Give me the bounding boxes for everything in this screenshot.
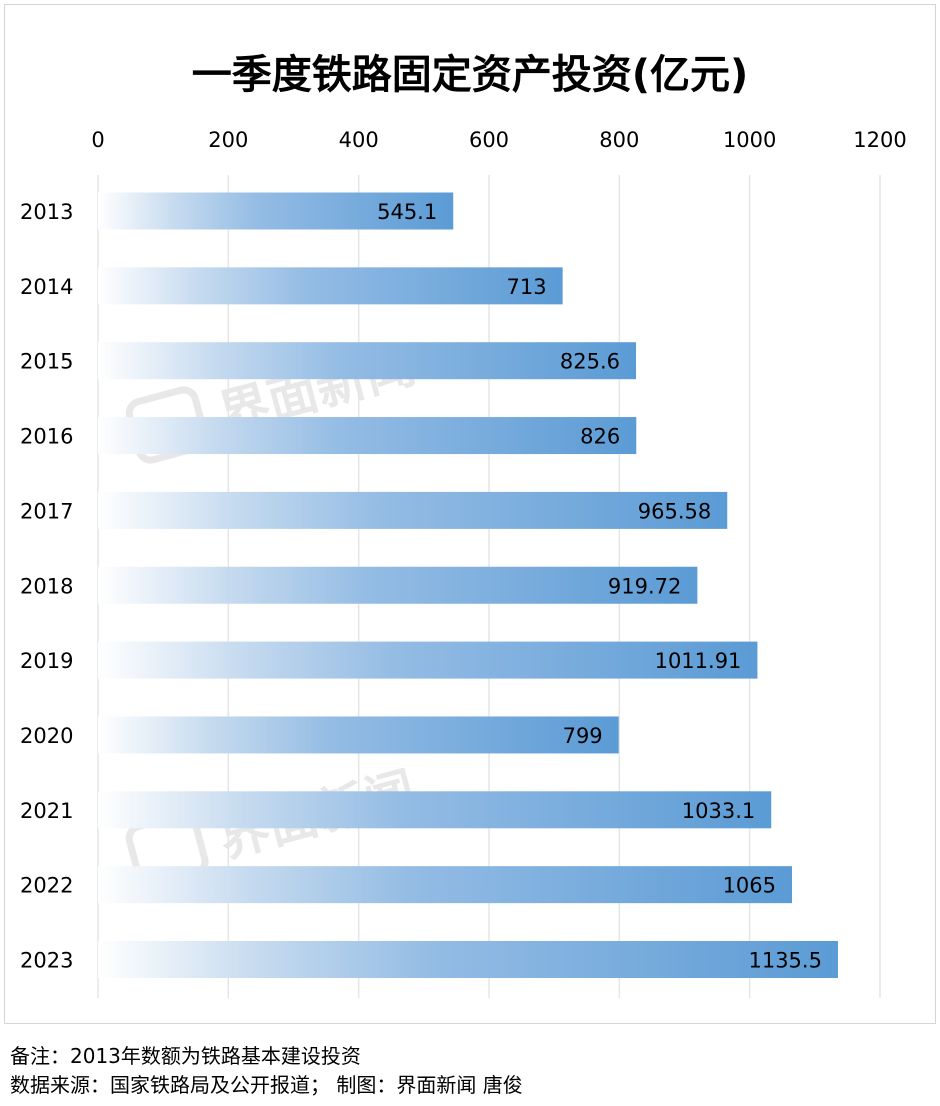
category-label: 2015 xyxy=(20,350,73,374)
data-label: 713 xyxy=(507,275,547,299)
x-axis-ticks: 0 200 400 600 800 1000 1200 xyxy=(91,128,906,152)
x-tick-label: 800 xyxy=(599,128,639,152)
category-label: 2022 xyxy=(20,874,73,898)
bar-chart: 界面新闻 界面新闻 一季度铁路固定资产投资(亿元) 02004006008001… xyxy=(20,52,907,998)
data-label: 919.72 xyxy=(608,574,681,598)
data-label: 1065 xyxy=(723,874,776,898)
chart-title: 一季度铁路固定资产投资(亿元) xyxy=(192,52,749,98)
x-tick-label: 600 xyxy=(469,128,509,152)
chart-frame xyxy=(4,4,936,1024)
category-label: 2023 xyxy=(20,949,73,973)
bars xyxy=(98,192,838,978)
category-label: 2021 xyxy=(20,799,73,823)
source-text: 数据来源：国家铁路局及公开报道； 制图：界面新闻 唐俊 xyxy=(10,1073,523,1097)
bar xyxy=(98,491,728,529)
x-tick-label: 0 xyxy=(91,128,104,152)
category-label: 2017 xyxy=(20,499,73,523)
bar xyxy=(98,566,698,604)
data-label: 545.1 xyxy=(377,200,437,224)
data-labels: 545.1 713 825.6 826 965.58 919.72 1011.91 799 10… xyxy=(377,200,822,973)
category-label: 2016 xyxy=(20,425,73,449)
bar xyxy=(98,267,563,305)
bar xyxy=(98,716,619,754)
data-label: 799 xyxy=(563,724,603,748)
category-label: 2014 xyxy=(20,275,73,299)
note-text: 备注：2013年数额为铁路基本建设投资 xyxy=(10,1044,361,1068)
category-label: 2020 xyxy=(20,724,73,748)
bar xyxy=(98,342,637,380)
data-label: 825.6 xyxy=(560,350,620,374)
data-label: 826 xyxy=(580,425,620,449)
category-label: 2019 xyxy=(20,649,73,673)
bar xyxy=(98,641,758,679)
x-tick-label: 1000 xyxy=(723,128,776,152)
x-tick-label: 1200 xyxy=(853,128,906,152)
bar xyxy=(98,417,637,455)
category-labels: 2013 2014 2015 2016 2017 2018 2019 2020 2021 2022… xyxy=(20,200,73,973)
bar xyxy=(98,866,793,904)
x-tick-label: 200 xyxy=(208,128,248,152)
bar xyxy=(98,192,454,230)
bar xyxy=(98,941,838,978)
category-label: 2013 xyxy=(20,200,73,224)
data-label: 1135.5 xyxy=(748,949,821,973)
data-label: 965.58 xyxy=(638,499,711,523)
data-label: 1033.1 xyxy=(682,799,755,823)
data-label: 1011.91 xyxy=(655,649,742,673)
bar xyxy=(98,791,772,829)
x-tick-label: 400 xyxy=(339,128,379,152)
category-label: 2018 xyxy=(20,574,73,598)
